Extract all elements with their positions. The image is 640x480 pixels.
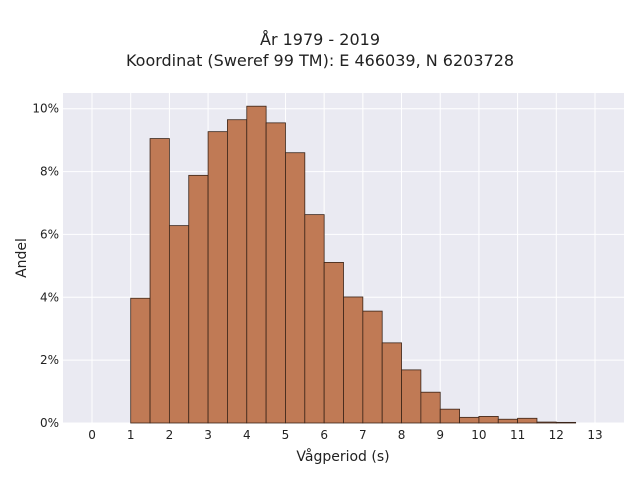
- chart-subtitle: Koordinat (Sweref 99 TM): E 466039, N 62…: [125, 51, 515, 70]
- histogram-bar: [420, 391, 441, 424]
- histogram-bar: [265, 122, 286, 424]
- x-tick-label: 2: [166, 428, 174, 442]
- x-tick-labels: 0 1 2 3 4 5 6 7 8 9 10 11 12 13: [88, 428, 602, 442]
- x-tick-label: 10: [471, 428, 486, 442]
- histogram-bar: [536, 421, 557, 424]
- y-tick-label: 10%: [32, 102, 59, 116]
- histogram-bar: [149, 138, 170, 424]
- x-tick-label: 13: [587, 428, 602, 442]
- x-tick-label: 6: [320, 428, 328, 442]
- y-axis-label: Andel: [14, 238, 30, 278]
- histogram-bar: [362, 310, 383, 424]
- histogram-bar: [555, 421, 577, 424]
- histogram-bar: [343, 296, 364, 424]
- y-tick-label: 8%: [40, 165, 59, 179]
- chart-title: År 1979 - 2019: [260, 30, 380, 49]
- histogram-bar: [130, 297, 151, 424]
- histogram-bar: [246, 105, 267, 424]
- x-tick-label: 9: [436, 428, 444, 442]
- y-tick-label: 4%: [40, 290, 59, 304]
- x-tick-label: 3: [204, 428, 212, 442]
- histogram-bar: [168, 225, 190, 424]
- histogram-bar: [439, 408, 460, 424]
- x-tick-label: 5: [282, 428, 290, 442]
- histogram-bar: [478, 415, 499, 424]
- y-tick-label: 0%: [40, 416, 59, 430]
- histogram-bar: [227, 119, 248, 424]
- y-tick-labels: 0% 2% 4% 6% 8% 10%: [32, 102, 59, 430]
- x-axis-label: Vågperiod (s): [296, 448, 389, 465]
- y-tick-label: 2%: [40, 353, 59, 367]
- x-tick-label: 1: [127, 428, 135, 442]
- x-tick-label: 11: [510, 428, 525, 442]
- histogram-bar: [517, 417, 538, 424]
- x-tick-label: 8: [398, 428, 406, 442]
- histogram-bar: [323, 261, 344, 424]
- x-tick-label: 7: [359, 428, 367, 442]
- histogram-bar: [304, 214, 325, 424]
- histogram-bar: [207, 131, 228, 424]
- histogram-bar: [497, 418, 519, 424]
- x-tick-label: 0: [88, 428, 96, 442]
- histogram-bar: [188, 174, 209, 424]
- histogram-bar: [459, 416, 480, 424]
- histogram-bar: [381, 342, 402, 424]
- y-tick-label: 6%: [40, 227, 59, 241]
- histogram-bar: [401, 369, 422, 424]
- bars: [130, 105, 577, 424]
- x-tick-label: 4: [243, 428, 251, 442]
- histogram-bar: [285, 152, 306, 424]
- x-tick-label: 12: [549, 428, 564, 442]
